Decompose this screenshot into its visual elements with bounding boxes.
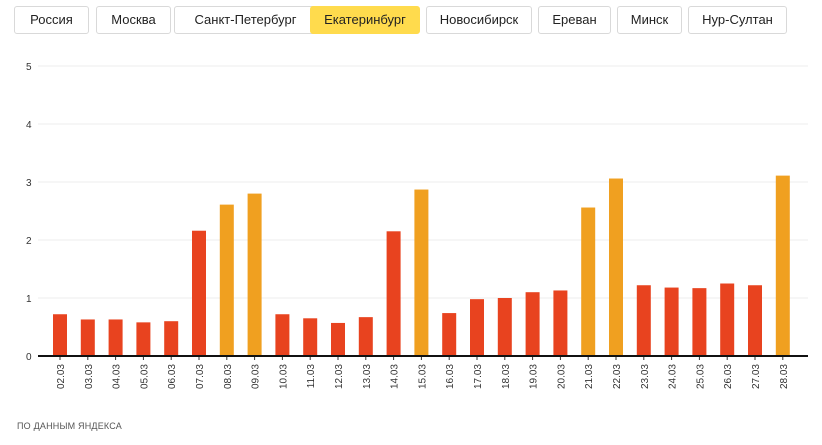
y-tick-label: 2: [26, 236, 32, 247]
data-source-note: ПО ДАННЫМ ЯНДЕКСА: [17, 421, 122, 431]
tab-moscow[interactable]: Москва: [96, 6, 171, 34]
x-tick-label: 15.03: [417, 364, 428, 389]
bar: [720, 283, 735, 356]
bar: [386, 231, 401, 356]
tab-saint-petersburg[interactable]: Санкт-Петербург: [174, 6, 317, 34]
y-tick-label: 3: [26, 178, 32, 189]
bar: [192, 230, 206, 356]
bar: [692, 288, 707, 356]
x-tick-label: 10.03: [278, 364, 289, 389]
x-tick-label: 08.03: [223, 364, 234, 389]
bar: [775, 175, 790, 356]
bar: [358, 317, 373, 356]
bar: [442, 313, 457, 356]
bar: [609, 178, 623, 356]
bar: [664, 287, 679, 356]
x-tick-label: 05.03: [139, 364, 150, 389]
y-tick-label: 4: [26, 120, 32, 131]
bar: [219, 204, 234, 356]
x-tick-label: 21.03: [584, 364, 595, 389]
x-tick-label: 26.03: [723, 364, 734, 389]
x-tick-label: 17.03: [473, 364, 484, 389]
x-tick-label: 11.03: [306, 364, 317, 389]
x-tick-label: 12.03: [334, 364, 345, 389]
bar: [497, 298, 512, 356]
tab-minsk[interactable]: Минск: [617, 6, 682, 34]
bar: [136, 322, 151, 356]
bar: [748, 285, 762, 356]
x-tick-label: 14.03: [390, 364, 401, 389]
x-tick-label: 27.03: [751, 364, 762, 389]
x-tick-label: 28.03: [779, 364, 790, 389]
x-tick-label: 25.03: [695, 364, 706, 389]
y-tick-label: 0: [26, 352, 32, 363]
tab-novosibirsk[interactable]: Новосибирск: [426, 6, 532, 34]
x-tick-label: 19.03: [529, 364, 540, 389]
x-tick-label: 07.03: [195, 364, 206, 389]
bar: [414, 189, 429, 356]
bar: [275, 314, 290, 356]
tab-yekaterinburg[interactable]: Екатеринбург: [310, 6, 420, 34]
bar: [164, 321, 179, 356]
bar: [581, 207, 596, 356]
bar: [303, 318, 318, 356]
tab-nur-sultan[interactable]: Нур-Султан: [688, 6, 787, 34]
y-tick-label: 1: [26, 294, 32, 305]
bar-chart: 0 1 2 3 4 5 02.03 03.03 04.03 05.03 06.03 07.03 08.0…: [26, 62, 808, 389]
bar: [247, 193, 262, 356]
x-tick-label: 04.03: [112, 364, 123, 389]
bar: [636, 285, 651, 356]
bar: [331, 322, 345, 356]
y-tick-label: 5: [26, 62, 32, 73]
x-tick-label: 20.03: [556, 364, 567, 389]
x-tick-label: 03.03: [84, 364, 95, 389]
x-tick-label: 22.03: [612, 364, 623, 389]
x-tick-label: 06.03: [167, 364, 178, 389]
tab-yerevan[interactable]: Ереван: [538, 6, 611, 34]
bar: [80, 319, 95, 356]
bar: [53, 314, 67, 356]
x-tick-label: 09.03: [251, 364, 262, 389]
x-tick-label: 24.03: [668, 364, 679, 389]
x-tick-label: 13.03: [362, 364, 373, 389]
bar: [470, 299, 484, 356]
bar: [108, 319, 123, 356]
bar: [525, 292, 540, 356]
tab-russia[interactable]: Россия: [14, 6, 89, 34]
bar: [553, 290, 568, 356]
x-tick-label: 18.03: [501, 364, 512, 389]
x-tick-label: 02.03: [56, 364, 67, 389]
x-tick-label: 23.03: [640, 364, 651, 389]
x-tick-label: 16.03: [445, 364, 456, 389]
